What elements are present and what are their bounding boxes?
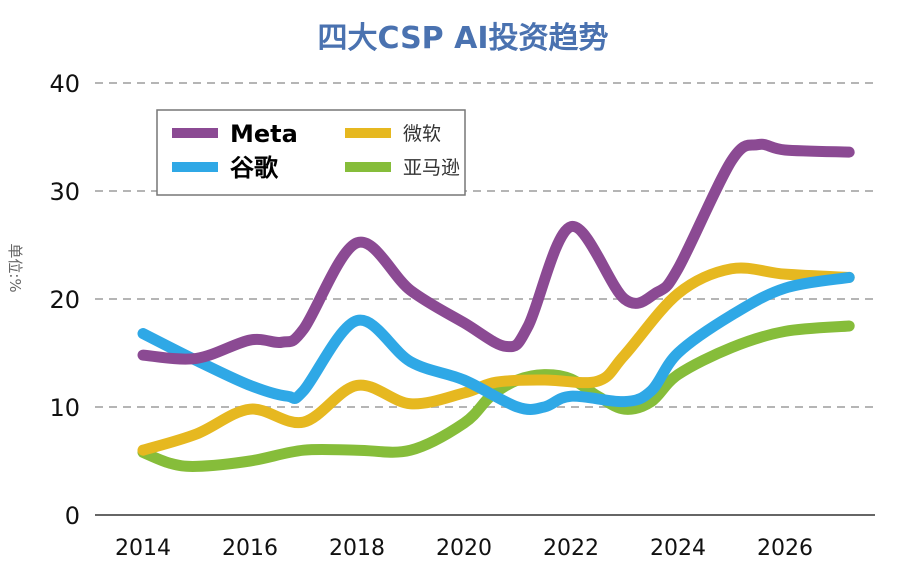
legend-box xyxy=(156,109,466,196)
x-tick-label: 2022 xyxy=(543,536,599,561)
legend-swatch xyxy=(172,128,218,138)
chart-title: 四大CSP AI投资趋势 xyxy=(318,21,609,56)
legend-swatch xyxy=(345,162,391,172)
legend-swatch xyxy=(345,128,391,138)
y-tick-label: 10 xyxy=(49,394,80,422)
x-tick-label: 2020 xyxy=(436,536,492,561)
legend-swatch xyxy=(172,162,218,172)
x-tick-label: 2018 xyxy=(329,536,385,561)
legend-label: 谷歌 xyxy=(230,154,279,182)
y-tick-label: 20 xyxy=(49,286,80,314)
x-tick-label: 2026 xyxy=(757,536,813,561)
series-line-0 xyxy=(137,138,855,365)
legend-label: 微软 xyxy=(403,123,441,145)
y-axis-label: 单位:% xyxy=(6,243,24,292)
x-tick-label: 2016 xyxy=(222,536,278,561)
x-tick-label: 2024 xyxy=(650,536,706,561)
series-line-1 xyxy=(137,262,855,456)
axes: 0 10 20 30 40 2014 2016 2018 2020 2022 2024 2026 xyxy=(49,70,875,561)
x-tick-label: 2014 xyxy=(115,536,171,561)
y-tick-label: 30 xyxy=(49,178,80,206)
series-lines xyxy=(137,138,855,472)
series-line-2 xyxy=(137,271,855,415)
legend-label: 亚马逊 xyxy=(403,157,460,179)
y-tick-label: 40 xyxy=(49,70,80,98)
y-tick-label: 0 xyxy=(65,502,80,530)
legend-label: Meta xyxy=(230,120,298,148)
